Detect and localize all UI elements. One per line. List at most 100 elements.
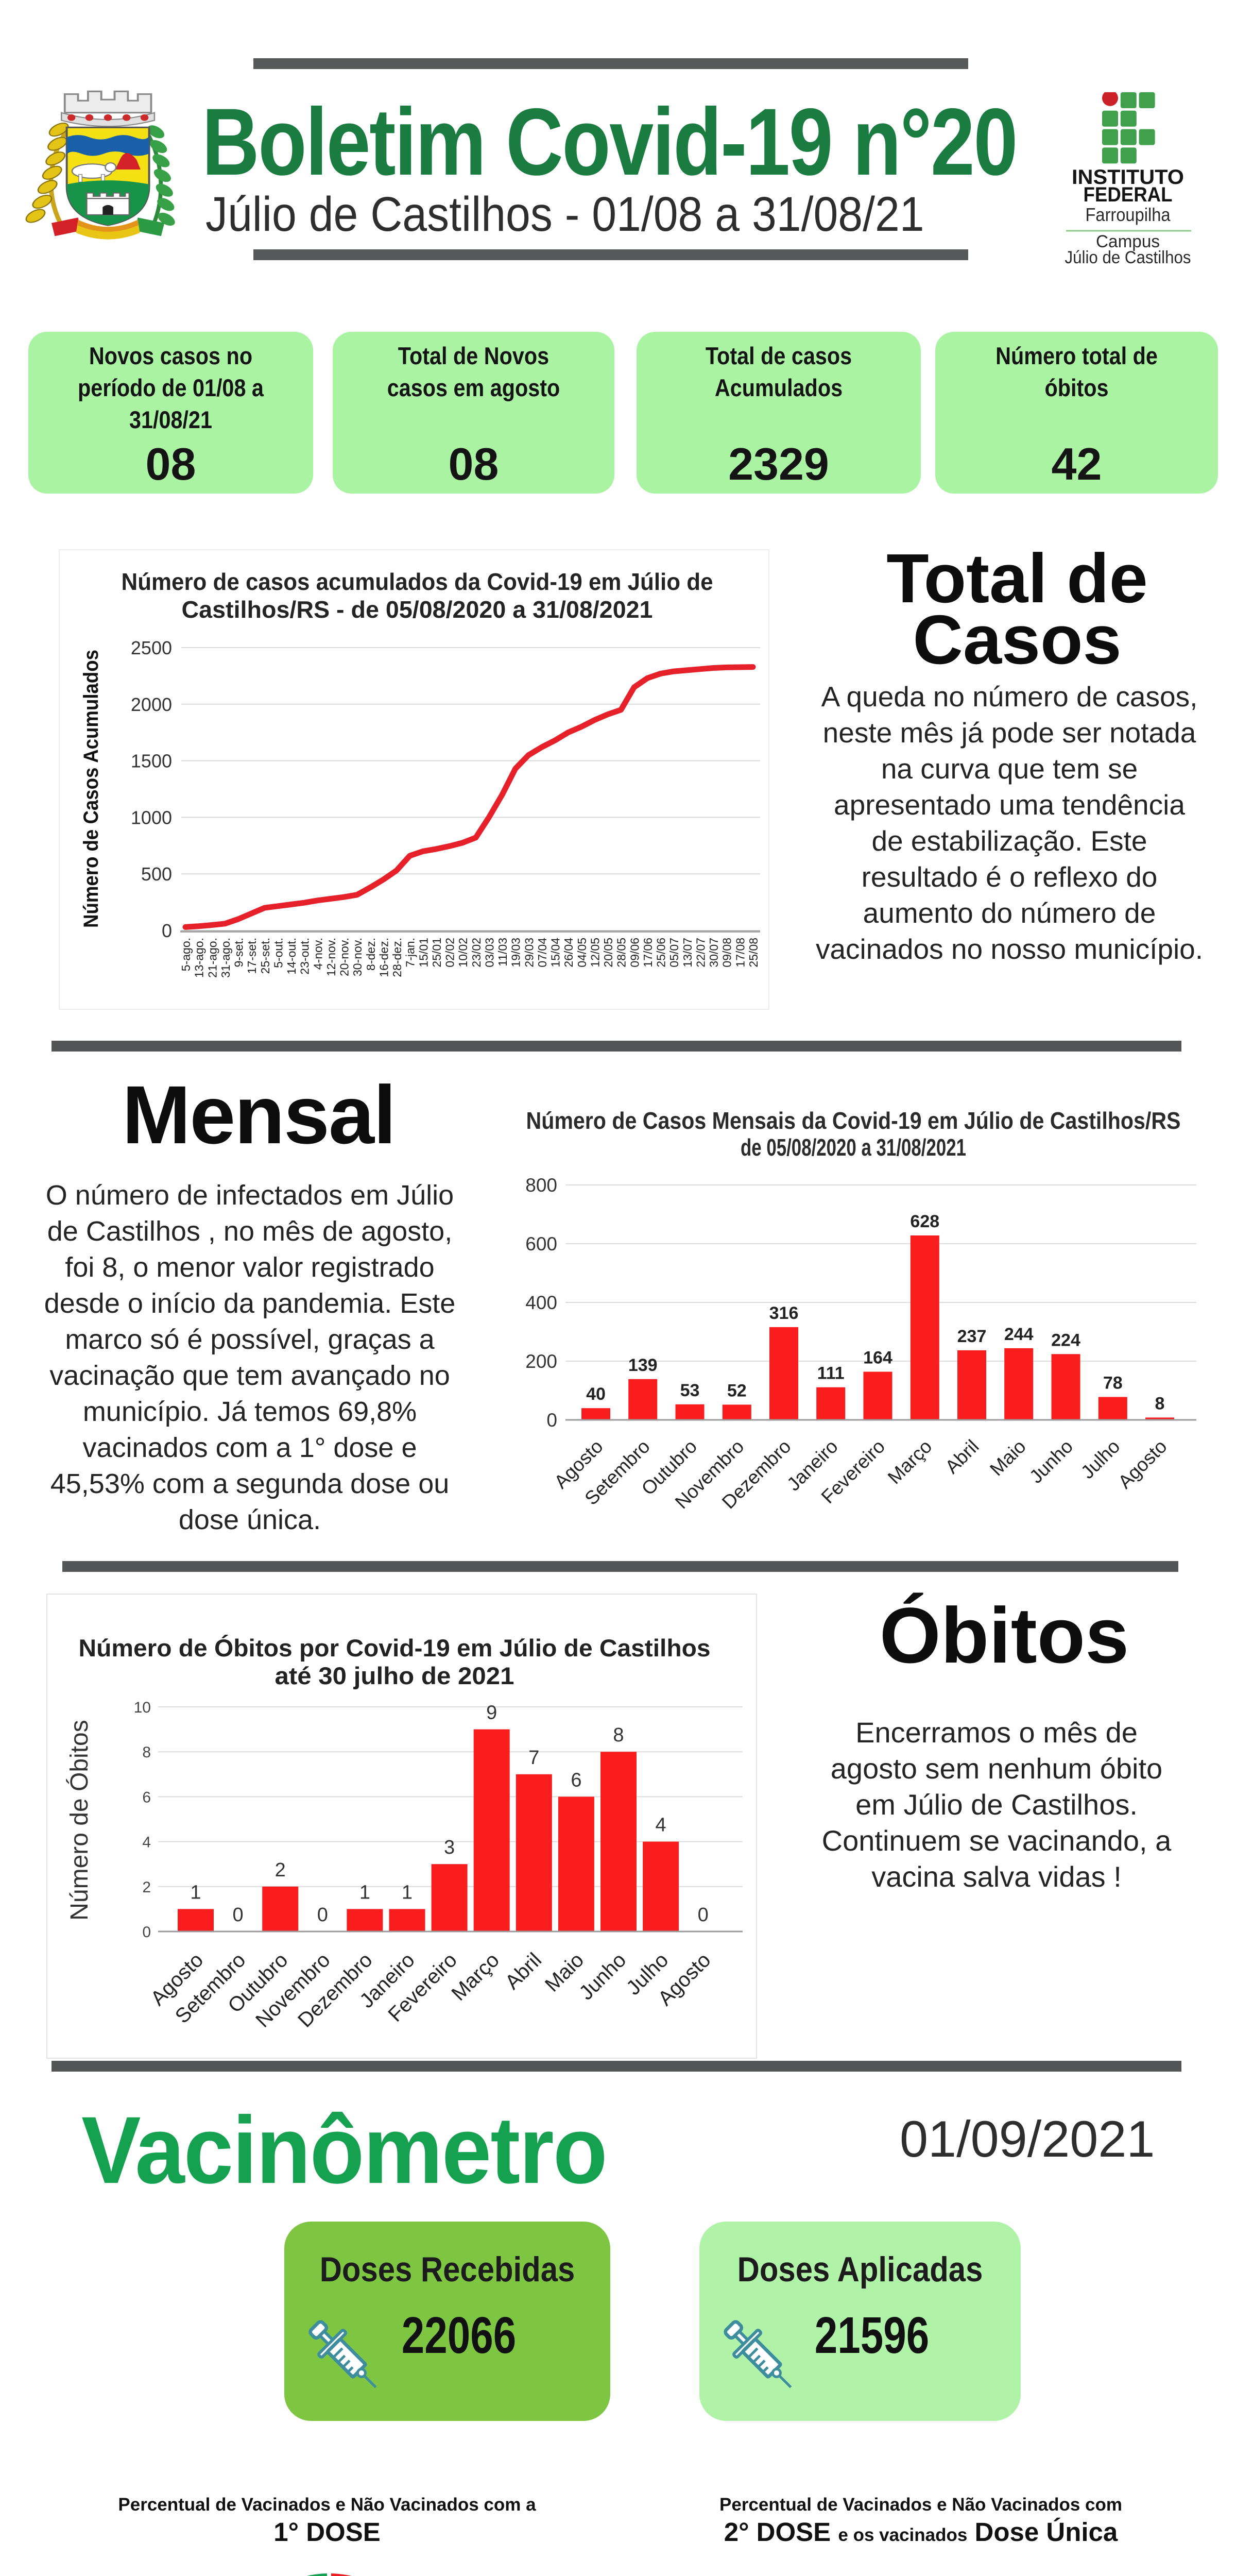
svg-text:139: 139 bbox=[628, 1355, 658, 1375]
svg-text:0: 0 bbox=[162, 920, 172, 941]
svg-text:29/03: 29/03 bbox=[522, 938, 536, 968]
svg-text:7: 7 bbox=[528, 1747, 539, 1769]
svg-text:26/04: 26/04 bbox=[562, 938, 575, 968]
svg-text:30-nov.: 30-nov. bbox=[351, 938, 364, 976]
svg-text:05/07: 05/07 bbox=[667, 938, 681, 968]
svg-text:Março: Março bbox=[884, 1436, 936, 1488]
svg-text:Farroupilha: Farroupilha bbox=[1086, 204, 1171, 225]
svg-text:4: 4 bbox=[142, 1834, 151, 1851]
svg-text:Abril: Abril bbox=[941, 1436, 983, 1478]
svg-text:16-dez.: 16-dez. bbox=[377, 938, 390, 977]
svg-text:13-ago.: 13-ago. bbox=[193, 938, 206, 978]
svg-text:INSTITUTO: INSTITUTO bbox=[1072, 166, 1184, 189]
svg-text:28/05: 28/05 bbox=[615, 938, 628, 968]
svg-text:78: 78 bbox=[1103, 1374, 1123, 1393]
svg-text:2000: 2000 bbox=[131, 694, 172, 715]
svg-text:13/07: 13/07 bbox=[681, 938, 694, 968]
svg-text:07/04: 07/04 bbox=[536, 938, 549, 968]
svg-text:04/05: 04/05 bbox=[575, 938, 589, 968]
svg-text:8: 8 bbox=[142, 1744, 151, 1761]
svg-text:23-out.: 23-out. bbox=[298, 938, 312, 975]
svg-text:20-nov.: 20-nov. bbox=[338, 938, 351, 976]
svg-text:09/06: 09/06 bbox=[628, 938, 641, 968]
svg-text:400: 400 bbox=[525, 1292, 557, 1313]
svg-text:600: 600 bbox=[525, 1233, 557, 1255]
svg-text:14-out.: 14-out. bbox=[285, 938, 298, 975]
svg-text:de 05/08/2020 a 31/08/2021: de 05/08/2020 a 31/08/2021 bbox=[741, 1134, 966, 1161]
svg-text:Número de Óbitos: Número de Óbitos bbox=[65, 1720, 93, 1921]
svg-text:500: 500 bbox=[141, 863, 172, 885]
svg-text:0: 0 bbox=[233, 1904, 244, 1926]
svg-text:628: 628 bbox=[910, 1212, 939, 1231]
svg-text:Júlio de Castilhos: Júlio de Castilhos bbox=[1065, 248, 1191, 267]
svg-text:21-ago.: 21-ago. bbox=[205, 938, 219, 978]
svg-text:09/08: 09/08 bbox=[720, 938, 734, 968]
svg-text:7-jan.: 7-jan. bbox=[404, 938, 417, 968]
svg-text:17/06: 17/06 bbox=[641, 938, 655, 968]
svg-text:40: 40 bbox=[586, 1384, 606, 1404]
svg-text:0: 0 bbox=[142, 1924, 151, 1941]
svg-text:52: 52 bbox=[727, 1381, 747, 1400]
svg-text:237: 237 bbox=[957, 1327, 987, 1346]
svg-text:Castilhos/RS - de 05/08/2020 a: Castilhos/RS - de 05/08/2020 a 31/08/202… bbox=[182, 596, 653, 623]
svg-text:111: 111 bbox=[817, 1364, 845, 1383]
svg-text:25/01: 25/01 bbox=[430, 938, 443, 968]
svg-text:25/08: 25/08 bbox=[747, 938, 760, 968]
svg-text:2500: 2500 bbox=[131, 637, 172, 658]
svg-text:19/03: 19/03 bbox=[509, 938, 523, 968]
svg-text:31-ago.: 31-ago. bbox=[219, 938, 232, 978]
svg-text:30/07: 30/07 bbox=[707, 938, 720, 968]
svg-text:10/02: 10/02 bbox=[456, 938, 470, 968]
svg-text:25-set.: 25-set. bbox=[259, 938, 272, 974]
svg-text:224: 224 bbox=[1051, 1330, 1080, 1350]
svg-text:1500: 1500 bbox=[131, 751, 172, 772]
svg-text:316: 316 bbox=[769, 1303, 799, 1323]
svg-text:6: 6 bbox=[571, 1769, 581, 1791]
svg-text:28-dez.: 28-dez. bbox=[390, 938, 404, 977]
svg-text:164: 164 bbox=[863, 1348, 892, 1368]
svg-text:Agosto: Agosto bbox=[1114, 1436, 1171, 1493]
svg-text:20/05: 20/05 bbox=[602, 938, 615, 968]
svg-text:11/03: 11/03 bbox=[496, 938, 509, 967]
svg-text:9-set.: 9-set. bbox=[232, 938, 246, 968]
svg-text:4: 4 bbox=[656, 1815, 666, 1836]
svg-text:25/06: 25/06 bbox=[655, 938, 668, 968]
svg-text:15/01: 15/01 bbox=[417, 938, 430, 968]
svg-text:244: 244 bbox=[1004, 1325, 1034, 1344]
svg-text:Junho: Junho bbox=[1025, 1436, 1077, 1487]
svg-text:17/08: 17/08 bbox=[733, 938, 747, 968]
svg-text:5-ago.: 5-ago. bbox=[179, 938, 193, 971]
svg-text:0: 0 bbox=[317, 1904, 328, 1926]
svg-text:0: 0 bbox=[546, 1410, 557, 1431]
svg-text:1: 1 bbox=[359, 1882, 370, 1903]
svg-text:22/07: 22/07 bbox=[694, 938, 708, 968]
svg-text:200: 200 bbox=[525, 1351, 557, 1372]
svg-text:Campus: Campus bbox=[1096, 232, 1160, 251]
svg-text:Maio: Maio bbox=[986, 1436, 1030, 1480]
svg-text:Número de Óbitos por Covid-19: Número de Óbitos por Covid-19 em Júlio d… bbox=[79, 1634, 711, 1662]
svg-text:12-nov.: 12-nov. bbox=[324, 938, 338, 976]
svg-text:9: 9 bbox=[486, 1702, 497, 1724]
svg-text:2: 2 bbox=[142, 1879, 151, 1896]
svg-text:12/05: 12/05 bbox=[589, 938, 602, 968]
svg-text:53: 53 bbox=[680, 1381, 700, 1400]
svg-text:10: 10 bbox=[134, 1699, 151, 1716]
svg-text:Número de casos acumulados da: Número de casos acumulados da Covid-19 e… bbox=[122, 568, 713, 595]
svg-text:Número de Casos Mensais da Cov: Número de Casos Mensais da Covid-19 em J… bbox=[526, 1107, 1181, 1134]
svg-text:15/04: 15/04 bbox=[549, 938, 562, 968]
svg-text:17-set.: 17-set. bbox=[245, 938, 259, 974]
svg-text:1: 1 bbox=[402, 1882, 413, 1903]
svg-text:1000: 1000 bbox=[131, 807, 172, 828]
svg-text:FEDERAL: FEDERAL bbox=[1084, 183, 1173, 206]
svg-text:8-dez.: 8-dez. bbox=[364, 938, 377, 971]
svg-text:23/02: 23/02 bbox=[470, 938, 483, 968]
svg-text:até 30 julho de 2021: até 30 julho de 2021 bbox=[275, 1662, 514, 1689]
svg-text:8: 8 bbox=[1155, 1394, 1165, 1413]
svg-text:800: 800 bbox=[525, 1175, 557, 1196]
svg-text:6: 6 bbox=[142, 1789, 151, 1806]
svg-text:5-out.: 5-out. bbox=[271, 938, 285, 968]
svg-text:2: 2 bbox=[275, 1859, 286, 1881]
svg-text:02/02: 02/02 bbox=[443, 938, 457, 968]
svg-text:8: 8 bbox=[613, 1724, 624, 1746]
svg-text:4-nov.: 4-nov. bbox=[311, 938, 324, 970]
